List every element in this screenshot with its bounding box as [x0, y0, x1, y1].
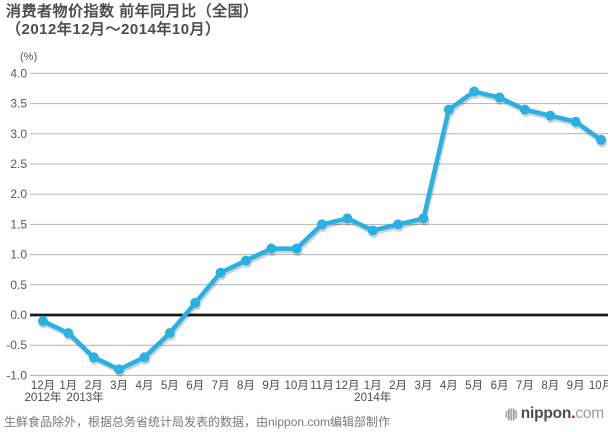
data-point: [519, 104, 530, 115]
svg-text:3.5: 3.5: [10, 97, 27, 111]
svg-text:2.5: 2.5: [10, 157, 27, 171]
nippon-logo: nippon. com: [505, 405, 604, 423]
svg-text:-0.5: -0.5: [6, 338, 27, 352]
svg-text:8月: 8月: [541, 380, 559, 392]
svg-text:1月: 1月: [364, 380, 382, 392]
data-point: [393, 219, 404, 230]
data-point: [443, 104, 454, 115]
data-point: [164, 328, 175, 339]
data-point: [190, 297, 201, 308]
svg-text:3.0: 3.0: [10, 127, 27, 141]
data-point: [418, 213, 429, 224]
gridlines: [30, 72, 608, 376]
svg-text:12月: 12月: [31, 380, 55, 392]
svg-text:0.0: 0.0: [10, 308, 27, 322]
svg-text:5月: 5月: [465, 380, 483, 392]
svg-text:2月: 2月: [389, 380, 407, 392]
svg-text:9月: 9月: [567, 380, 585, 392]
chart-title-line1: 消费者物价指数 前年同月比（全国）: [6, 3, 259, 20]
data-point: [342, 213, 353, 224]
svg-text:6月: 6月: [186, 380, 204, 392]
data-point: [291, 243, 302, 254]
x-tick-labels: 12月 1月 2月 3月 4月 5月 6月 7月 8月 9月 10月 11月 12月 1月 2月 3月 4月 5月…: [31, 380, 608, 392]
data-point: [63, 328, 74, 339]
svg-text:-1.0: -1.0: [6, 368, 27, 382]
svg-text:4月: 4月: [136, 380, 154, 392]
svg-text:8月: 8月: [237, 380, 255, 392]
svg-text:10月: 10月: [589, 380, 608, 392]
year-labels: 2012年 2013年 2014年: [24, 390, 391, 404]
svg-text:0.5: 0.5: [10, 278, 27, 292]
data-point: [545, 110, 556, 121]
svg-text:6月: 6月: [491, 380, 509, 392]
data-point: [88, 352, 99, 363]
data-point: [494, 92, 505, 103]
data-point: [367, 225, 378, 236]
svg-text:1月: 1月: [59, 380, 77, 392]
logo-text-nippon: nippon: [520, 405, 572, 422]
data-point: [215, 267, 226, 278]
data-point: [114, 364, 125, 375]
source-note: 生鲜食品除外，根据总务省统计局发表的数据，由nippon.com编辑部制作: [4, 415, 391, 429]
svg-text:1.5: 1.5: [10, 217, 27, 231]
data-point: [595, 134, 606, 145]
chart-title: 消费者物价指数 前年同月比（全国） （2012年12月～2014年10月）: [6, 3, 259, 39]
svg-text:2012年: 2012年: [24, 390, 61, 404]
data-point: [139, 352, 150, 363]
svg-text:3月: 3月: [110, 380, 128, 392]
svg-text:10月: 10月: [284, 380, 308, 392]
svg-text:4.0: 4.0: [10, 66, 27, 80]
data-point: [469, 86, 480, 97]
y-axis-unit-label: (%): [20, 51, 38, 63]
line-shadow: [39, 89, 607, 377]
data-point: [570, 116, 581, 127]
svg-text:5月: 5月: [161, 380, 179, 392]
svg-text:11月: 11月: [310, 380, 333, 392]
logo-dot: .: [571, 405, 576, 422]
nippon-globe-icon: [505, 407, 517, 421]
data-point: [316, 219, 327, 230]
chart-title-line2: （2012年12月～2014年10月）: [6, 21, 221, 38]
data-points: [38, 86, 606, 375]
svg-text:1.0: 1.0: [10, 248, 27, 262]
svg-text:7月: 7月: [516, 380, 534, 392]
data-point: [38, 316, 48, 327]
svg-text:4月: 4月: [440, 380, 458, 392]
svg-text:2013年: 2013年: [67, 390, 104, 404]
svg-text:2.0: 2.0: [10, 187, 27, 201]
svg-text:9月: 9月: [262, 380, 280, 392]
svg-text:2014年: 2014年: [354, 390, 391, 404]
svg-text:3月: 3月: [415, 380, 433, 392]
svg-text:2月: 2月: [85, 380, 103, 392]
svg-text:12月: 12月: [335, 380, 359, 392]
y-tick-labels: 4.0 3.5 3.0 2.5 2.0 1.5 1.0 0.5 0.0 -0.5 -1.0: [6, 66, 27, 382]
logo-text-com: com: [575, 405, 604, 422]
data-point: [240, 255, 251, 266]
data-point: [266, 243, 277, 254]
svg-text:7月: 7月: [212, 380, 230, 392]
